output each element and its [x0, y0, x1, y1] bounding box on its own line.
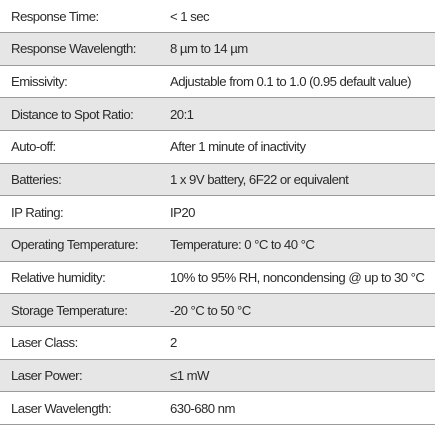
spec-label: Laser Class: [0, 326, 170, 360]
spec-row-laser-wavelength: Laser Wavelength: 630-680 nm [0, 391, 435, 425]
spec-row-response-time: Response Time: < 1 sec [0, 0, 435, 34]
spec-value: ≤1 mW [170, 359, 435, 393]
spec-label: Relative humidity: [0, 261, 170, 295]
spec-value: Adjustable from 0.1 to 1.0 (0.95 default… [170, 65, 435, 99]
spec-row-distance-to-spot: Distance to Spot Ratio: 20:1 [0, 97, 435, 132]
spec-value: 10% to 95% RH, noncondensing @ up to 30 … [170, 261, 435, 295]
spec-label: Response Time: [0, 0, 170, 34]
spec-row-operating-temperature: Operating Temperature: Temperature: 0 °C… [0, 228, 435, 262]
spec-row-laser-power: Laser Power: ≤1 mW [0, 359, 435, 393]
spec-label: Auto-off: [0, 130, 170, 164]
spec-row-emissivity: Emissivity: Adjustable from 0.1 to 1.0 (… [0, 65, 435, 99]
spec-value: -20 °C to 50 °C [170, 293, 435, 327]
spec-label: Laser Wavelength: [0, 391, 170, 425]
spec-row-ip-rating: IP Rating: IP20 [0, 195, 435, 229]
spec-label: Response Wavelength: [0, 32, 170, 66]
spec-value: 630-680 nm [170, 391, 435, 425]
spec-row-response-wavelength: Response Wavelength: 8 µm to 14 µm [0, 32, 435, 66]
spec-label: Storage Temperature: [0, 293, 170, 327]
spec-value: Temperature: 0 °C to 40 °C [170, 228, 435, 262]
spec-value: 1 x 9V battery, 6F22 or equivalent [170, 163, 435, 197]
spec-label: Operating Temperature: [0, 228, 170, 262]
spec-value: IP20 [170, 195, 435, 229]
spec-value: < 1 sec [170, 0, 435, 34]
spec-value: 20:1 [170, 97, 435, 132]
spec-row-batteries: Batteries: 1 x 9V battery, 6F22 or equiv… [0, 163, 435, 197]
spec-row-laser-class: Laser Class: 2 [0, 326, 435, 360]
spec-label: Emissivity: [0, 65, 170, 99]
spec-value: 2 [170, 326, 435, 360]
spec-value: 8 µm to 14 µm [170, 32, 435, 66]
spec-label: Batteries: [0, 163, 170, 197]
spec-row-auto-off: Auto-off: After 1 minute of inactivity [0, 130, 435, 164]
spec-label: Distance to Spot Ratio: [0, 97, 170, 132]
spec-row-storage-temperature: Storage Temperature: -20 °C to 50 °C [0, 293, 435, 327]
spec-value: After 1 minute of inactivity [170, 130, 435, 164]
spec-row-relative-humidity: Relative humidity: 10% to 95% RH, noncon… [0, 261, 435, 295]
spec-label: Laser Power: [0, 359, 170, 393]
spec-label: IP Rating: [0, 195, 170, 229]
